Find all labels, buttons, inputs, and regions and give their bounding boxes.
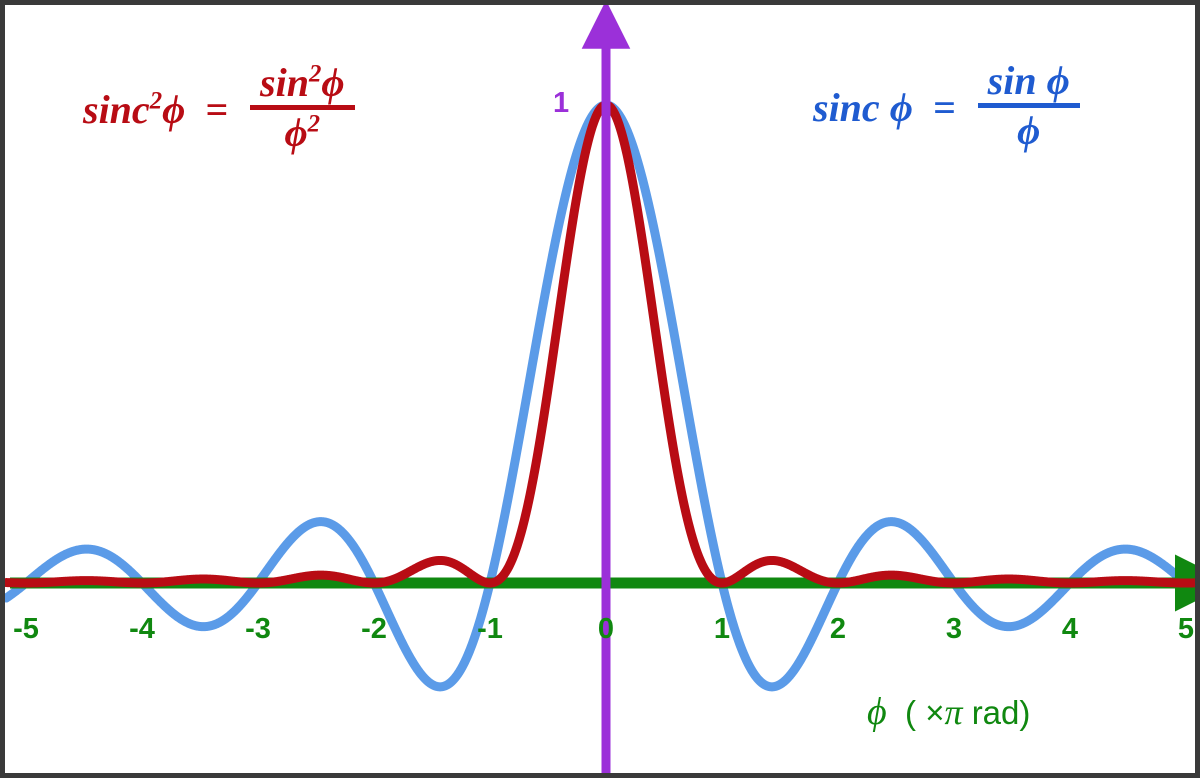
sinc-denominator: ϕ	[1017, 108, 1041, 153]
sinc-formula: sinc ϕ = sin ϕ ϕ	[813, 58, 1082, 153]
sinc-squared-lhs-name: sinc	[83, 87, 150, 132]
sinc-squared-formula: sinc2ϕ = sin2ϕ ϕ2	[83, 60, 357, 155]
x-tick-label-2: 2	[829, 613, 847, 645]
axis-caption-close-paren: )	[1019, 694, 1031, 731]
x-tick-label-neg1: -1	[477, 613, 503, 645]
sinc-squared-equals: =	[205, 87, 229, 132]
x-tick-label-3: 3	[945, 613, 963, 645]
x-axis-caption: ϕ ( ×π rad)	[867, 693, 1030, 731]
axis-caption-variable: ϕ	[867, 691, 887, 733]
sinc-squared-numerator-variable: ϕ	[321, 60, 345, 105]
sinc-lhs-name: sinc	[813, 85, 880, 130]
x-tick-label-4: 4	[1061, 613, 1079, 645]
sinc-fraction: sin ϕ ϕ	[977, 58, 1080, 153]
plot-canvas	[5, 5, 1195, 773]
sinc-squared-denominator-exponent: 2	[307, 110, 321, 138]
axis-caption-open-paren: (	[905, 694, 917, 731]
sinc-squared-denominator-variable: ϕ	[284, 110, 308, 155]
x-tick-label-5: 5	[1177, 613, 1195, 645]
sinc-squared-fraction: sin2ϕ ϕ2	[250, 60, 355, 153]
axis-caption-times: ×	[925, 694, 945, 731]
x-tick-label-1: 1	[713, 613, 731, 645]
sinc-fraction-bar	[977, 103, 1080, 108]
x-tick-label-neg2: -2	[361, 613, 387, 645]
x-tick-label-neg4: -4	[129, 613, 155, 645]
sinc-squared-formula-lhs: sinc2ϕ	[83, 87, 186, 132]
x-tick-label-neg5: -5	[13, 613, 39, 645]
sinc-equals: =	[932, 85, 956, 130]
sinc-numerator: sin ϕ	[987, 58, 1070, 103]
sinc-formula-lhs: sinc ϕ	[813, 88, 913, 128]
x-tick-label-0: 0	[597, 613, 615, 645]
axis-caption-unit: rad	[971, 694, 1020, 731]
y-tick-label-1: 1	[553, 87, 570, 119]
x-tick-label-neg3: -3	[245, 613, 271, 645]
sinc-lhs-variable: ϕ	[889, 85, 913, 130]
sinc-squared-lhs-exponent: 2	[149, 87, 163, 115]
sinc-squared-numerator-exponent: 2	[308, 60, 322, 88]
sinc-squared-numerator: sin2ϕ	[250, 60, 355, 105]
axis-caption-pi: π	[944, 692, 963, 732]
sinc-squared-numerator-sin: sin	[260, 60, 309, 105]
sinc-squared-denominator: ϕ2	[275, 110, 331, 153]
sinc-squared-lhs-variable: ϕ	[162, 87, 186, 132]
sinc-squared-fraction-bar	[250, 105, 355, 110]
